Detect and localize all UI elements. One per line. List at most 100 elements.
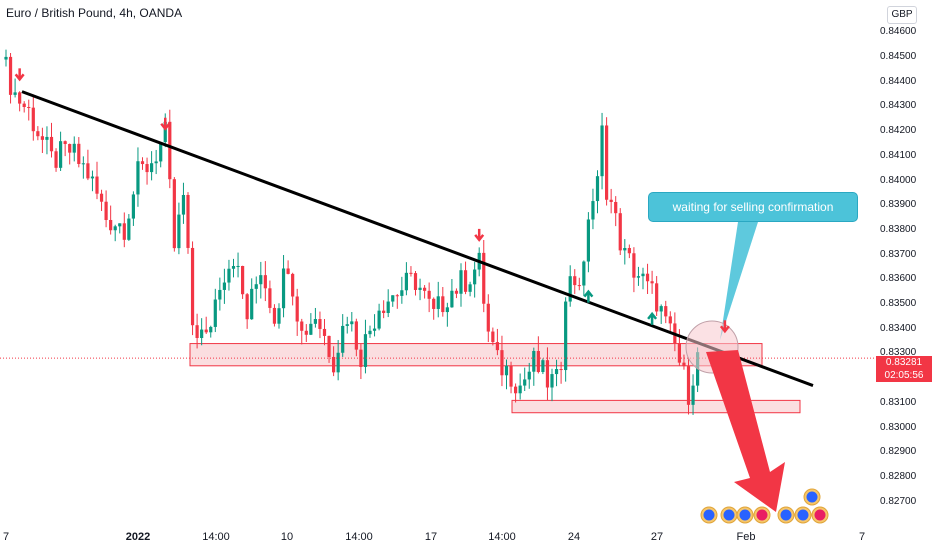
price-tick-label: 0.83800: [880, 223, 917, 235]
candle-body: [254, 284, 258, 289]
sell-arrow-head: [160, 122, 171, 131]
candle-body: [63, 141, 67, 145]
candle-body: [40, 136, 44, 140]
candle-body: [627, 247, 631, 254]
candle-body: [4, 56, 8, 60]
candle-body: [677, 343, 681, 363]
price-tick-label: 0.83900: [880, 199, 917, 211]
sell-arrow-head: [474, 234, 485, 242]
sell-arrow-head: [719, 325, 730, 334]
event-flag-icon: [723, 509, 735, 521]
candle-body: [600, 125, 604, 177]
candle-body: [473, 269, 477, 285]
candle-body: [68, 144, 72, 153]
candle-body: [168, 121, 172, 180]
candle-body: [286, 268, 290, 274]
candle-body: [409, 272, 413, 274]
candle-body: [354, 321, 358, 350]
candle-body: [504, 365, 509, 376]
resistance-support-zone: [189, 343, 763, 367]
candle-body: [304, 330, 308, 335]
candle-body: [150, 163, 154, 173]
candle-body: [495, 342, 499, 351]
candle-body: [468, 284, 472, 292]
price-tick-label: 0.83600: [880, 273, 917, 285]
last-price-value: 0.83281: [885, 357, 923, 368]
candle-body: [650, 281, 654, 284]
candle-body: [313, 319, 317, 324]
candle-body: [527, 371, 531, 380]
candle-body: [614, 201, 618, 214]
candle-body: [582, 261, 586, 286]
price-tick-label: 0.84000: [880, 174, 917, 186]
event-flag-icon: [780, 509, 792, 521]
event-flag-icon: [739, 509, 751, 521]
time-tick-label: 7: [858, 531, 866, 543]
candle-body: [350, 321, 354, 325]
candle-body: [31, 107, 35, 132]
candle-body: [591, 201, 595, 220]
projection-arrow: [706, 350, 785, 512]
candle-body: [459, 270, 463, 294]
candle-body: [54, 151, 58, 168]
candle-body: [200, 329, 204, 339]
candle-body: [645, 273, 650, 282]
candle-body: [127, 218, 131, 240]
candle-body: [295, 296, 299, 322]
candle-body: [109, 219, 113, 231]
event-flag-icon: [703, 509, 715, 521]
price-tick-label: 0.83000: [880, 421, 917, 433]
price-tick-label: 0.82700: [880, 495, 917, 507]
time-tick-label: 14:00: [202, 531, 230, 543]
candle-body: [236, 265, 240, 267]
candle-body: [309, 323, 313, 335]
trendline: [21, 90, 814, 387]
candle-body: [518, 385, 522, 394]
candle-body: [300, 321, 304, 331]
candle-body: [77, 143, 81, 164]
price-tick-label: 0.84300: [880, 100, 917, 112]
candle-body: [509, 365, 513, 387]
candle-body: [172, 179, 176, 249]
candle-body: [445, 307, 449, 313]
candle-body: [72, 143, 76, 153]
candle-body: [263, 275, 267, 289]
candle-body: [400, 290, 404, 296]
candle-body: [532, 350, 536, 372]
candle-body: [95, 176, 99, 194]
candle-body: [272, 307, 277, 324]
candle-body: [368, 330, 372, 335]
event-flag-icon: [814, 509, 826, 521]
candle-body: [395, 295, 399, 297]
candle-body: [418, 287, 422, 290]
candle-body: [577, 285, 581, 287]
callout-note[interactable]: waiting for selling confirmation: [648, 192, 858, 222]
candle-body: [486, 303, 490, 332]
price-tick-label: 0.84600: [880, 26, 917, 38]
resistance-support-zone: [511, 399, 801, 414]
candle-body: [541, 360, 545, 373]
candle-body: [86, 163, 90, 179]
candle-body: [686, 366, 691, 405]
price-tick-label: 0.83700: [880, 248, 917, 260]
candle-body: [432, 298, 436, 309]
candle-body: [623, 247, 627, 251]
economic-events-row: [700, 488, 829, 524]
candle-body: [13, 92, 17, 95]
candle-body: [564, 301, 568, 371]
candle-body: [231, 266, 236, 269]
candle-body: [545, 360, 550, 388]
candle-body: [291, 273, 295, 297]
candle-body: [213, 299, 217, 327]
price-tick-label: 0.84400: [880, 75, 917, 87]
candle-body: [181, 194, 186, 215]
candle-body: [190, 247, 195, 326]
candle-body: [186, 194, 190, 248]
currency-badge[interactable]: GBP: [887, 6, 917, 24]
candle-body: [550, 374, 554, 388]
symbol-title[interactable]: Euro / British Pound, 4h, OANDA: [6, 6, 183, 20]
candle-body: [332, 356, 336, 373]
candle-body: [454, 290, 459, 294]
candle-body: [222, 282, 226, 290]
